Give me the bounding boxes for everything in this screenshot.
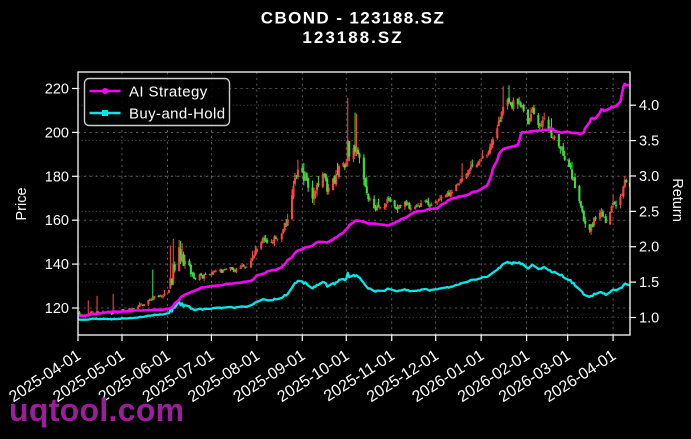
svg-text:220: 220 (45, 82, 69, 98)
svg-text:200: 200 (45, 125, 69, 141)
svg-text:2.0: 2.0 (639, 240, 659, 256)
svg-text:Buy-and-Hold: Buy-and-Hold (129, 106, 226, 123)
svg-text:123188.SZ: 123188.SZ (302, 28, 403, 47)
svg-text:Price: Price (14, 187, 30, 220)
svg-text:120: 120 (45, 301, 69, 317)
svg-text:3.5: 3.5 (639, 134, 659, 150)
svg-text:140: 140 (45, 257, 69, 273)
svg-text:4.0: 4.0 (639, 98, 659, 114)
svg-text:2.5: 2.5 (639, 204, 659, 220)
svg-text:180: 180 (45, 169, 69, 185)
svg-text:AI Strategy: AI Strategy (129, 84, 208, 101)
svg-text:3.0: 3.0 (639, 169, 659, 185)
svg-text:Return: Return (669, 178, 685, 222)
svg-text:CBOND - 123188.SZ: CBOND - 123188.SZ (261, 9, 445, 28)
svg-text:uqtool.com: uqtool.com (9, 392, 184, 428)
svg-text:160: 160 (45, 213, 69, 229)
svg-text:1.0: 1.0 (639, 311, 659, 327)
svg-text:1.5: 1.5 (639, 275, 659, 291)
